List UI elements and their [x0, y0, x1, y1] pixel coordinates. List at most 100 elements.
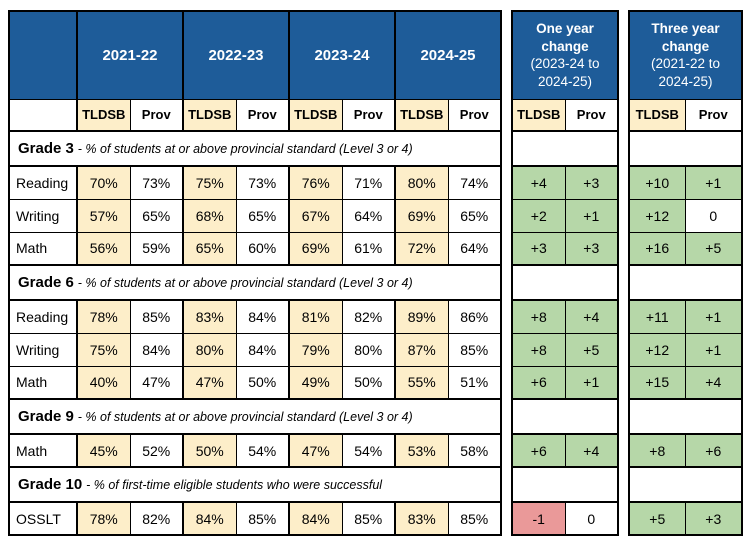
one-year-change-cell: +6 [511, 365, 566, 400]
tldsb-score-cell: 78% [76, 299, 131, 334]
tldsb-score-cell: 79% [288, 332, 343, 367]
prov-score-cell: 85% [129, 299, 184, 334]
row-label: Writing [8, 332, 78, 367]
three-year-change-panel-header: Three year change (2021-22 to 2024-25) [628, 10, 743, 100]
prov-score-cell: 54% [341, 433, 396, 468]
panel-gap [618, 502, 629, 535]
panel-gap [501, 300, 512, 333]
tldsb-subheader: TLDSB [511, 98, 566, 132]
panel-gap [501, 502, 512, 535]
panel-section-spacer [628, 398, 743, 435]
prov-score-cell: 82% [341, 299, 396, 334]
year-header: 2024-25 [394, 10, 502, 100]
one-year-change-cell: +3 [511, 231, 566, 266]
page: { "colors": { "header_blue": "#1e5c99", … [8, 10, 743, 536]
section-header: Grade 3 - % of students at or above prov… [8, 130, 502, 167]
three-year-change-cell: +15 [628, 365, 686, 400]
row-label: Reading [8, 165, 78, 200]
data-row: Reading 78% 85% 83% 84% 81% 82% 89% 86% +8 +4 +11 +1 [8, 299, 743, 334]
panel-gap [618, 11, 629, 99]
prov-score-cell: 65% [129, 198, 184, 233]
data-row: Writing 57% 65% 68% 65% 67% 64% 69% 65% +2 +1 +12 0 [8, 198, 743, 233]
one-year-change-cell: +6 [511, 433, 566, 468]
tldsb-subheader: TLDSB [76, 98, 131, 132]
one-year-change-cell: +3 [564, 231, 619, 266]
section-title: Grade 9 [18, 408, 74, 425]
prov-score-cell: 64% [341, 198, 396, 233]
prov-score-cell: 74% [447, 165, 502, 200]
row-label: Writing [8, 198, 78, 233]
three-year-change-cell: +6 [684, 433, 743, 468]
tldsb-score-cell: 83% [394, 501, 449, 536]
panel-section-spacer [511, 466, 619, 503]
tldsb-score-cell: 84% [288, 501, 343, 536]
panel-gap [501, 232, 512, 265]
one-year-change-cell: +8 [511, 299, 566, 334]
prov-score-cell: 73% [129, 165, 184, 200]
section-header-row: Grade 3 - % of students at or above prov… [8, 130, 743, 167]
panel-gap [501, 434, 512, 467]
panel-gap [501, 11, 512, 99]
section-header-row: Grade 9 - % of students at or above prov… [8, 398, 743, 435]
prov-score-cell: 85% [447, 332, 502, 367]
data-row: Math 56% 59% 65% 60% 69% 61% 72% 64% +3 +3 +16 +5 [8, 231, 743, 266]
three-year-change-cell: +5 [684, 231, 743, 266]
tldsb-score-cell: 84% [182, 501, 237, 536]
panel-gap [618, 366, 629, 399]
prov-subheader: Prov [341, 98, 396, 132]
tldsb-score-cell: 75% [76, 332, 131, 367]
three-year-change-cell: +5 [628, 501, 686, 536]
row-label: OSSLT [8, 501, 78, 536]
one-year-change-cell: +4 [564, 299, 619, 334]
section-header: Grade 9 - % of students at or above prov… [8, 398, 502, 435]
tldsb-score-cell: 57% [76, 198, 131, 233]
panel-gap [618, 265, 629, 300]
tldsb-score-cell: 56% [76, 231, 131, 266]
one-year-change-cell: +2 [511, 198, 566, 233]
data-row: Reading 70% 73% 75% 73% 76% 71% 80% 74% +4 +3 +10 +1 [8, 165, 743, 200]
tldsb-score-cell: 80% [394, 165, 449, 200]
tldsb-score-cell: 87% [394, 332, 449, 367]
section-header-row: Grade 6 - % of students at or above prov… [8, 264, 743, 301]
one-year-change-cell: -1 [511, 501, 566, 536]
tldsb-score-cell: 50% [182, 433, 237, 468]
section-description: - % of students at or above provincial s… [77, 276, 413, 290]
tldsb-score-cell: 68% [182, 198, 237, 233]
section-title: Grade 10 [18, 476, 83, 493]
panel-gap [501, 131, 512, 166]
three-year-change-cell: +1 [684, 165, 743, 200]
tldsb-score-cell: 45% [76, 433, 131, 468]
prov-score-cell: 60% [235, 231, 290, 266]
tldsb-score-cell: 40% [76, 365, 131, 400]
tldsb-score-cell: 81% [288, 299, 343, 334]
tldsb-score-cell: 55% [394, 365, 449, 400]
panel-gap [618, 166, 629, 199]
tldsb-subheader: TLDSB [288, 98, 343, 132]
panel-gap [618, 333, 629, 366]
section-header-row: Grade 10 - % of first-time eligible stud… [8, 466, 743, 503]
three-year-change-cell: +12 [628, 198, 686, 233]
three-year-change-cell: +1 [684, 299, 743, 334]
panel-gap [618, 300, 629, 333]
section-title: Grade 3 [18, 140, 74, 157]
table-corner-cell [8, 10, 78, 100]
panel-gap [618, 199, 629, 232]
panel-section-spacer [511, 398, 619, 435]
tldsb-score-cell: 67% [288, 198, 343, 233]
prov-score-cell: 58% [447, 433, 502, 468]
prov-score-cell: 54% [235, 433, 290, 468]
prov-score-cell: 65% [235, 198, 290, 233]
one-year-change-cell: +8 [511, 332, 566, 367]
year-header: 2022-23 [182, 10, 290, 100]
tldsb-score-cell: 69% [288, 231, 343, 266]
prov-score-cell: 59% [129, 231, 184, 266]
panel-gap [501, 467, 512, 502]
panel-gap [501, 333, 512, 366]
tldsb-score-cell: 47% [182, 365, 237, 400]
section-description: - % of first-time eligible students who … [86, 478, 383, 492]
prov-score-cell: 85% [235, 501, 290, 536]
prov-score-cell: 84% [235, 299, 290, 334]
subheader-row: TLDSB Prov TLDSB Prov TLDSB Prov TLDSB Prov TLDS… [8, 98, 743, 132]
prov-score-cell: 61% [341, 231, 396, 266]
panel-section-spacer [628, 264, 743, 301]
